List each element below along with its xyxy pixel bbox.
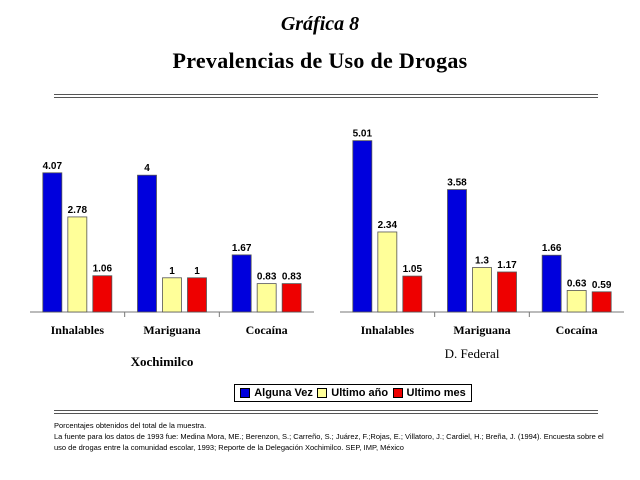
legend-item-ultimo-ano: Ultimo año — [317, 387, 388, 399]
chart-number: Gráfica 8 — [280, 13, 360, 35]
d-federal-bar-mariguana-alguna-vez — [447, 189, 467, 313]
d-federal-label-mariguana-ultimo-ano: 1.3 — [475, 256, 489, 267]
legend-swatch-alguna-vez — [240, 388, 251, 398]
xochimilco-category-mariguana: Mariguana — [143, 323, 200, 337]
d-federal-label-mariguana-ultimo-mes: 1.17 — [497, 260, 517, 271]
d-federal-bar-cocaina-ultimo-ano — [566, 290, 587, 313]
d-federal-bar-inhalables-alguna-vez — [352, 140, 373, 313]
xochimilco-category-cocaina: Cocaína — [246, 323, 288, 337]
xochimilco-label-mariguana-ultimo-mes: 1 — [194, 266, 200, 277]
d-federal-label-cocaina-alguna-vez: 1.66 — [542, 243, 562, 254]
xochimilco-bar-inhalables-alguna-vez — [42, 172, 63, 313]
d-federal-category-mariguana: Mariguana — [453, 323, 510, 337]
chart-title: Prevalencias de Uso de Drogas — [172, 48, 468, 73]
d-federal-bar-cocaina-alguna-vez — [541, 254, 562, 313]
note-source: La fuente para los datos de 1993 fue: Me… — [54, 432, 604, 452]
source-notes: Porcentajes obtenidos del total de la mu… — [54, 420, 614, 453]
d-federal-bar-inhalables-ultimo-mes — [402, 275, 423, 313]
legend-item-alguna-vez: Alguna Vez — [240, 387, 313, 399]
d-federal-category-cocaina: Cocaína — [556, 323, 598, 337]
d-federal-bar-cocaina-ultimo-mes — [591, 291, 612, 313]
legend-swatch-ultimo-mes — [392, 388, 403, 398]
d-federal-panel-title: D. Federal — [445, 346, 500, 361]
xochimilco-label-inhalables-alguna-vez: 4.07 — [43, 161, 63, 172]
xochimilco-bar-inhalables-ultimo-ano — [67, 216, 88, 313]
xochimilco-label-cocaina-alguna-vez: 1.67 — [232, 243, 252, 254]
legend-label-ultimo-mes: Ultimo mes — [406, 387, 466, 399]
xochimilco-label-inhalables-ultimo-mes: 1.06 — [93, 264, 113, 275]
xochimilco-label-cocaina-ultimo-ano: 0.83 — [257, 272, 277, 283]
legend-label-ultimo-ano: Ultimo año — [331, 387, 389, 399]
d-federal-bar-inhalables-ultimo-ano — [377, 231, 398, 313]
xochimilco-bar-mariguana-ultimo-ano — [162, 277, 182, 313]
d-federal-bar-mariguana-ultimo-mes — [497, 271, 517, 313]
xochimilco-label-cocaina-ultimo-mes: 0.83 — [282, 272, 302, 283]
legend-swatch-ultimo-ano — [317, 388, 328, 398]
top-rule — [54, 94, 598, 95]
d-federal-label-inhalables-ultimo-ano: 2.34 — [378, 220, 398, 231]
xochimilco-bar-inhalables-ultimo-mes — [92, 275, 113, 313]
legend: Alguna Vez Ultimo año Ultimo mes — [234, 384, 472, 402]
bottom-rule — [54, 410, 598, 411]
xochimilco-label-mariguana-alguna-vez: 4 — [144, 163, 150, 174]
xochimilco-label-mariguana-ultimo-ano: 1 — [169, 266, 175, 277]
top-rule-2 — [54, 97, 598, 98]
d-federal-label-inhalables-ultimo-mes: 1.05 — [403, 264, 423, 275]
xochimilco-label-inhalables-ultimo-ano: 2.78 — [68, 205, 88, 216]
d-federal-label-cocaina-ultimo-mes: 0.59 — [592, 280, 612, 291]
d-federal-label-inhalables-alguna-vez: 5.01 — [353, 129, 373, 140]
d-federal-label-mariguana-alguna-vez: 3.58 — [447, 178, 467, 189]
xochimilco-category-inhalables: Inhalables — [51, 323, 105, 337]
xochimilco-bar-cocaina-ultimo-ano — [256, 283, 277, 313]
d-federal-category-inhalables: Inhalables — [361, 323, 415, 337]
xochimilco-panel-title: Xochimilco — [131, 354, 194, 369]
d-federal-bar-mariguana-ultimo-ano — [472, 267, 492, 313]
bottom-rule-2 — [54, 413, 598, 414]
xochimilco-bar-cocaina-alguna-vez — [231, 254, 252, 313]
note-sample: Porcentajes obtenidos del total de la mu… — [54, 421, 207, 430]
xochimilco-bar-cocaina-ultimo-mes — [281, 283, 302, 313]
xochimilco-bar-mariguana-ultimo-mes — [187, 277, 207, 313]
d-federal-label-cocaina-ultimo-ano: 0.63 — [567, 278, 587, 289]
legend-item-ultimo-mes: Ultimo mes — [392, 387, 466, 399]
xochimilco-bar-mariguana-alguna-vez — [137, 174, 157, 313]
legend-label-alguna-vez: Alguna Vez — [254, 387, 313, 399]
